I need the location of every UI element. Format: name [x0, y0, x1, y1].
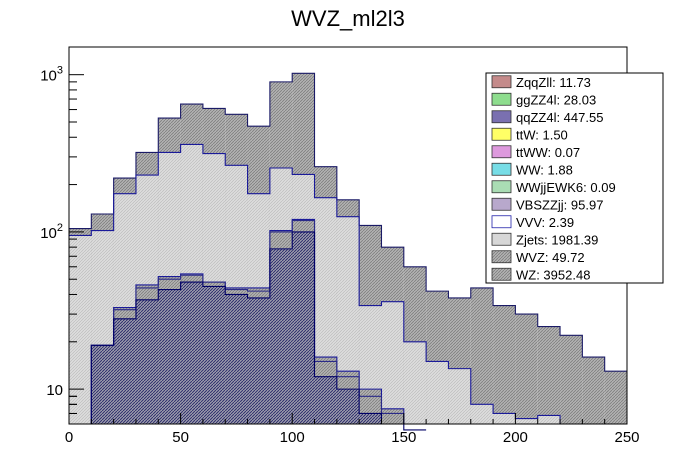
- bar-zjets-16: [426, 361, 449, 424]
- bar-lower-1: [91, 345, 114, 424]
- x-tick-label-200: 200: [503, 429, 528, 446]
- bar-zjets-21: [537, 415, 561, 424]
- legend-swatch-4: [491, 145, 512, 159]
- bar-lower-8: [247, 297, 270, 424]
- bar-zjets-20: [515, 418, 538, 424]
- bar-lower-3: [135, 299, 159, 424]
- legend-label-8: VVV: 2.39: [516, 215, 574, 230]
- legend-swatch-8: [491, 215, 512, 229]
- x-tick-label-250: 250: [614, 429, 639, 446]
- legend-swatch-5: [491, 162, 512, 176]
- legend-swatch-7: [491, 197, 512, 211]
- bar-zjets-14: [381, 301, 404, 424]
- legend-label-10: WVZ: 49.72: [516, 250, 585, 265]
- x-tick-label-50: 50: [172, 429, 189, 446]
- bar-zjets-15: [403, 341, 427, 424]
- legend-label-1: ggZZ4l: 28.03: [516, 92, 596, 107]
- bar-total-19: [493, 305, 516, 424]
- legend-swatch-2: [491, 110, 512, 124]
- x-tick-label-150: 150: [391, 429, 416, 446]
- chart-title: WVZ_ml2l3: [291, 6, 405, 31]
- legend-label-4: ttWW: 0.07: [516, 145, 580, 160]
- bar-zjets-0: [69, 235, 92, 424]
- legend-box: [485, 72, 664, 284]
- y-tick-label-10: 10: [46, 382, 63, 399]
- bar-total-23: [582, 357, 605, 424]
- legend-swatch-0: [491, 75, 512, 89]
- legend-swatch-3: [491, 127, 512, 141]
- bar-total-22: [560, 335, 583, 424]
- x-tick-label-0: 0: [65, 429, 73, 446]
- legend-swatch-6: [491, 180, 512, 194]
- bar-total-20: [515, 314, 538, 424]
- bar-lower-6: [202, 286, 226, 424]
- bar-lower-10: [292, 231, 315, 424]
- bar-zjets-19: [493, 413, 516, 424]
- legend-swatch-1: [491, 92, 512, 106]
- legend-label-11: WZ: 3952.48: [516, 267, 590, 282]
- legend-label-2: qqZZ4l: 447.55: [516, 110, 603, 125]
- bar-total-21: [537, 326, 561, 424]
- legend-swatch-10: [491, 250, 512, 264]
- bar-total-18: [470, 287, 494, 424]
- bar-lower-13: [359, 413, 382, 424]
- bar-lower-11: [314, 376, 337, 424]
- bar-zjets-17: [448, 368, 471, 424]
- y-tick-label-100: 102: [40, 222, 63, 242]
- legend-swatch-9: [491, 232, 512, 246]
- legend-label-5: WW: 1.88: [516, 162, 573, 177]
- legend-label-0: ZqqZll: 11.73: [516, 75, 591, 90]
- series-line-total: [69, 72, 627, 372]
- y-tick-label-1000: 103: [40, 65, 63, 85]
- bar-lower-4: [158, 289, 181, 424]
- legend-label-6: WWjjEWK6: 0.09: [516, 180, 616, 195]
- bar-lower-9: [269, 248, 293, 424]
- bar-lower-5: [180, 282, 203, 424]
- x-tick-label-100: 100: [280, 429, 305, 446]
- bar-zjets-18: [470, 404, 494, 424]
- bar-total-24: [604, 371, 627, 424]
- legend-label-3: ttW: 1.50: [516, 127, 568, 142]
- bar-lower-2: [113, 318, 136, 424]
- legend-swatch-11: [491, 267, 512, 281]
- bar-lower-12: [336, 389, 360, 424]
- legend-label-7: VBSZZjj: 95.97: [516, 197, 603, 212]
- series-line-lower: [69, 231, 427, 431]
- legend-label-9: Zjets: 1981.39: [516, 232, 598, 247]
- bar-middle-14: [381, 413, 404, 424]
- bar-lower-7: [225, 294, 248, 424]
